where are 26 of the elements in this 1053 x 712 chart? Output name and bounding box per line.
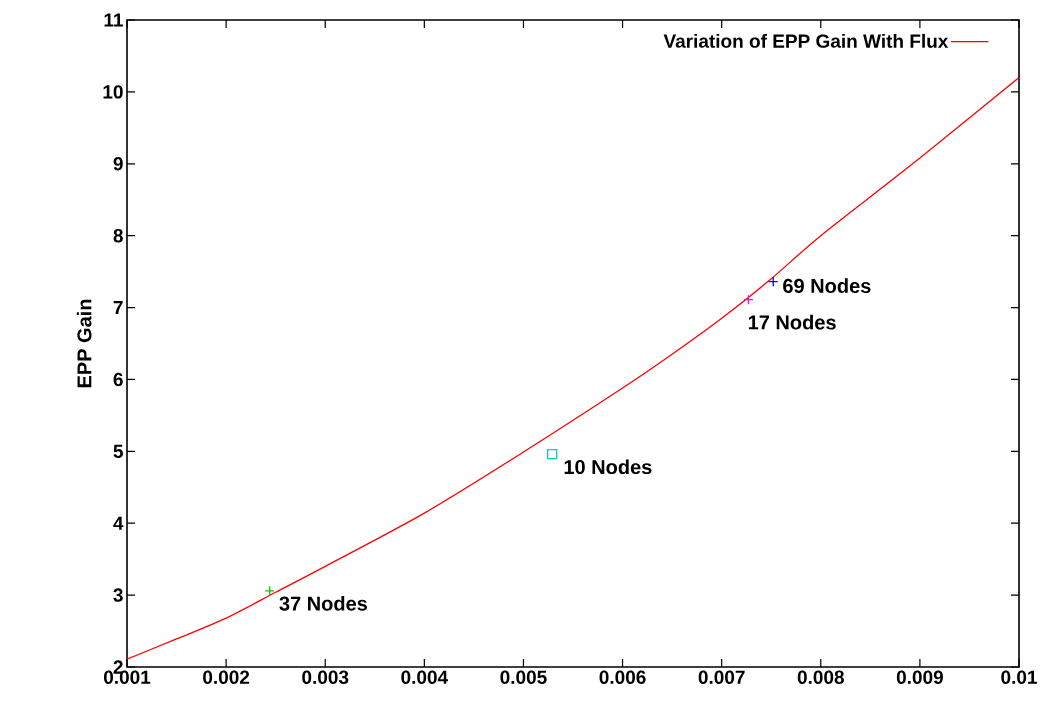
annotation: 17 Nodes — [748, 314, 836, 330]
y-tick-label: 11 — [104, 13, 123, 27]
x-tick-label: 0.006 — [599, 670, 646, 684]
legend-label: Variation of EPP Gain With Flux — [663, 33, 949, 48]
annotation: 69 Nodes — [783, 278, 871, 294]
x-tick-label: 0.002 — [203, 670, 250, 684]
y-tick-label: 9 — [113, 157, 123, 171]
y-tick-label: 10 — [103, 85, 123, 99]
x-tick-label: 0.005 — [500, 670, 547, 684]
x-tick-label: 0.003 — [302, 670, 349, 685]
y-tick-label: 4 — [113, 516, 124, 530]
x-tick-label: 0.007 — [698, 670, 745, 684]
point — [547, 449, 558, 460]
x-tick-label: 0.008 — [797, 670, 844, 684]
y-axis-title: EPP Gain — [76, 299, 92, 388]
x-tick-label: 0.009 — [896, 670, 943, 684]
y-tick-label: 7 — [113, 301, 123, 315]
y-tick-label: 8 — [113, 228, 123, 243]
line-series — [127, 76, 1020, 660]
y-tick-label: 6 — [113, 372, 123, 387]
x-tick-label: 0.01 — [1001, 670, 1037, 684]
annotation: 37 Nodes — [279, 595, 367, 611]
x-tick-label: 0.004 — [401, 670, 449, 684]
y-tick-label: 5 — [113, 444, 123, 458]
y-tick-label: 3 — [113, 588, 123, 602]
annotation: 10 Nodes — [564, 459, 652, 475]
